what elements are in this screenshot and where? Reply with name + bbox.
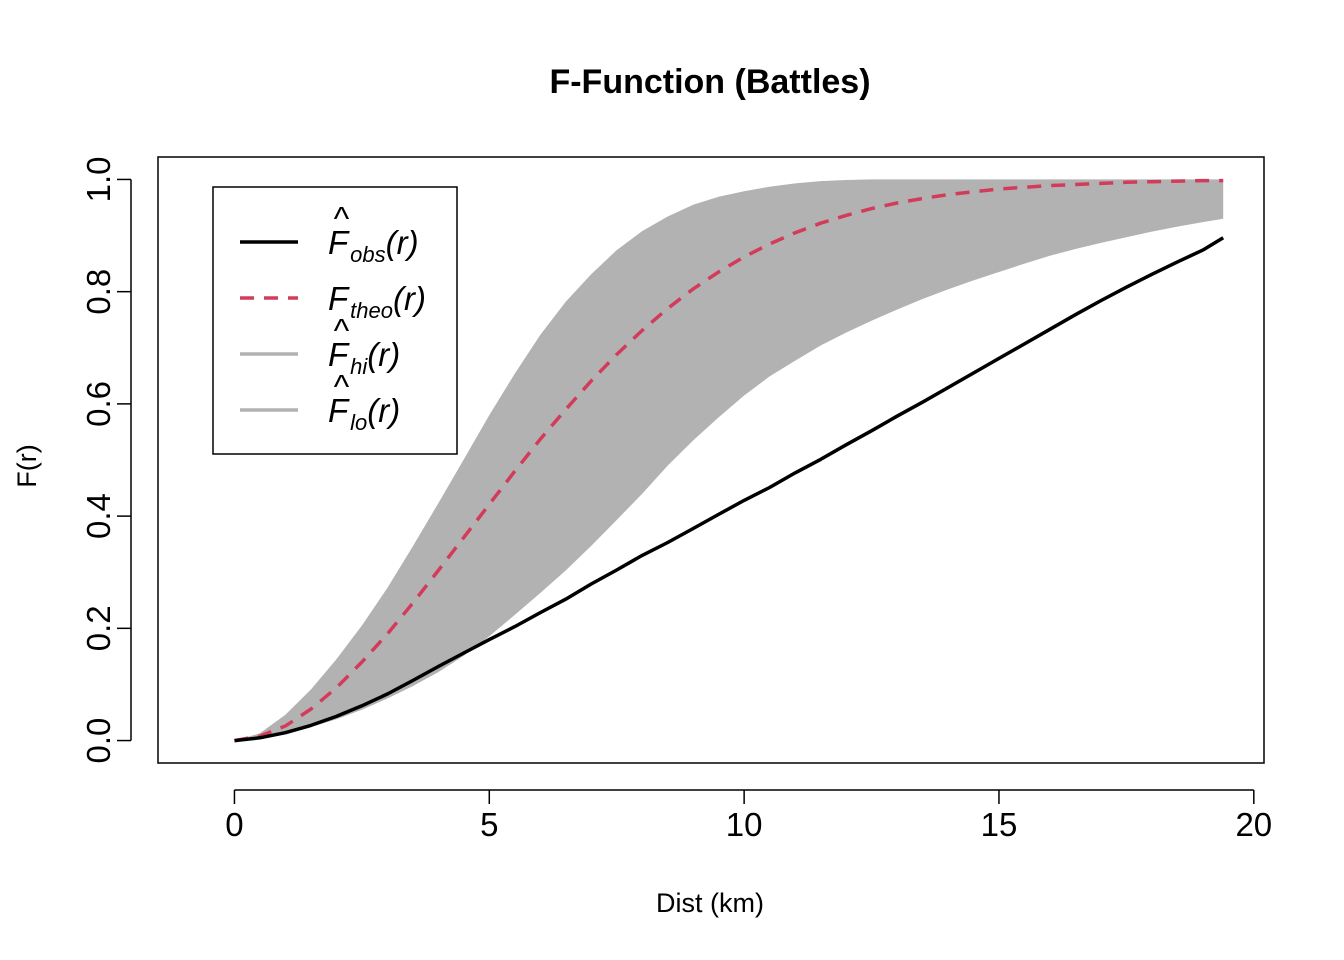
x-tick-label: 15 — [981, 806, 1018, 843]
y-tick-label: 0.0 — [80, 718, 117, 764]
legend-hat-lo: ^ — [333, 368, 349, 405]
y-tick-label: 0.8 — [80, 269, 117, 315]
envelope-band — [234, 179, 1224, 741]
legend-hat-hi: ^ — [333, 312, 349, 349]
plot-frame — [157, 156, 1265, 764]
legend-label-hi: Fhi(r) — [328, 336, 400, 379]
legend-hat-obs: ^ — [333, 200, 349, 237]
series-line-obs — [234, 236, 1225, 743]
legend: Fobs(r)^Ftheo(r)Fhi(r)^Flo(r)^ — [212, 186, 458, 455]
chart-title: F-Function (Battles) — [549, 63, 870, 101]
legend-label-lo: Flo(r) — [328, 392, 400, 435]
series-line-theo — [234, 178, 1224, 743]
y-axis-label: F(r) — [12, 444, 42, 487]
legend-label-theo: Ftheo(r) — [328, 280, 426, 323]
legend-label-obs: Fobs(r) — [328, 224, 419, 267]
x-axis-label: Dist (km) — [656, 888, 764, 918]
y-tick-label: 0.4 — [80, 493, 117, 539]
x-tick-label: 5 — [480, 806, 498, 843]
x-tick-label: 0 — [225, 806, 243, 843]
y-tick-label: 1.0 — [80, 156, 117, 202]
x-tick-label: 20 — [1235, 806, 1272, 843]
x-tick-label: 10 — [726, 806, 763, 843]
y-tick-label: 0.6 — [80, 381, 117, 427]
y-tick-label: 0.2 — [80, 605, 117, 651]
